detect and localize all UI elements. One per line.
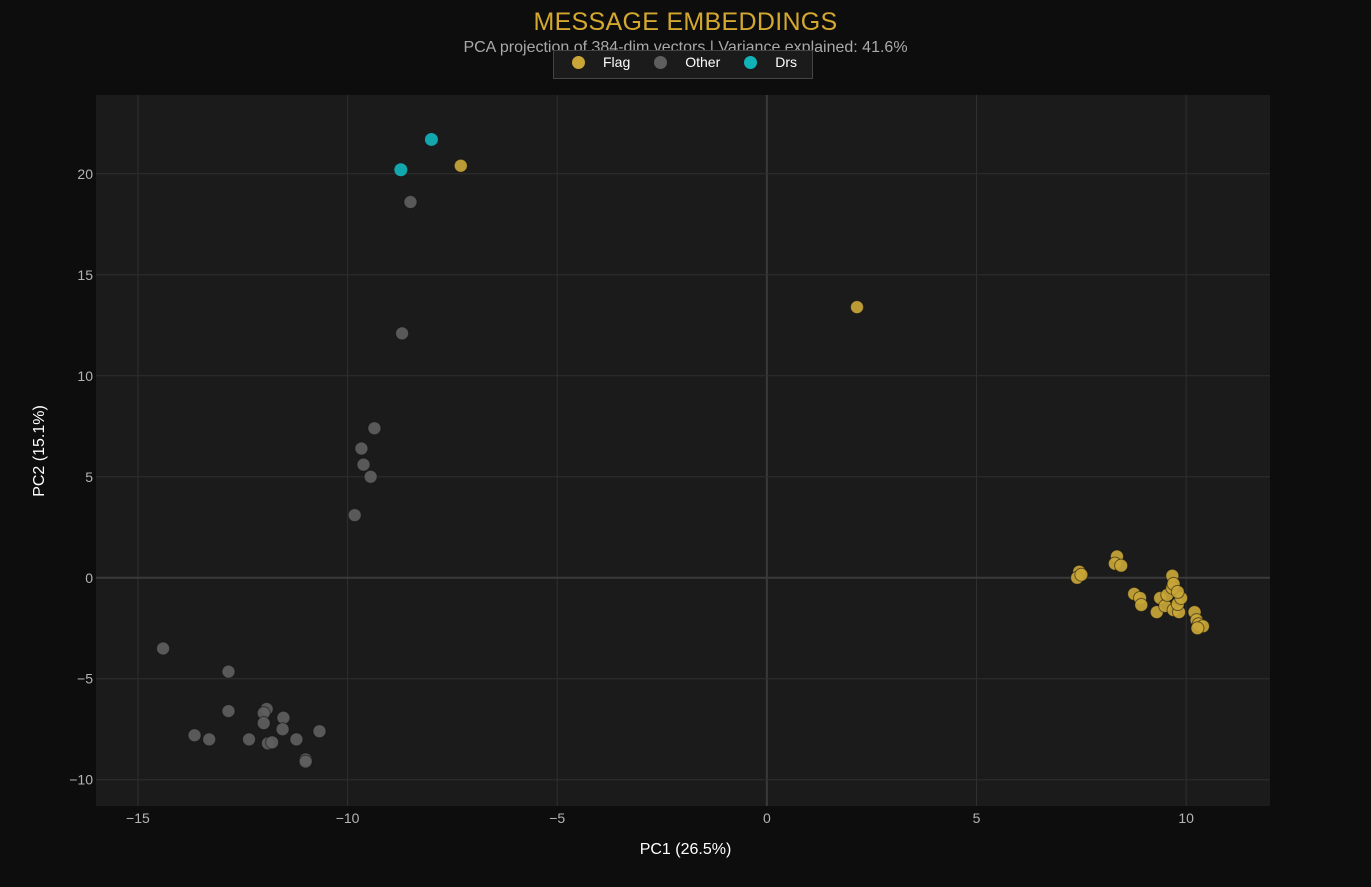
y-tick-label: 10: [77, 368, 93, 384]
data-point[interactable]: [354, 441, 369, 456]
legend-label: Flag: [603, 54, 631, 70]
data-point[interactable]: [256, 716, 271, 731]
data-point[interactable]: [1114, 558, 1129, 573]
series-other: [156, 195, 418, 769]
data-point[interactable]: [1134, 598, 1149, 613]
y-axis-ticks: −10 −5 0 5 10 15 20: [69, 166, 93, 788]
data-point[interactable]: [312, 724, 327, 739]
data-point[interactable]: [394, 163, 408, 177]
data-point[interactable]: [221, 664, 236, 679]
x-tick-label: 0: [763, 810, 771, 826]
x-tick-label: −15: [126, 810, 150, 826]
data-point[interactable]: [1170, 584, 1185, 599]
y-tick-label: 5: [85, 469, 93, 485]
data-point[interactable]: [850, 300, 865, 315]
series-flag: [453, 158, 1210, 636]
x-tick-label: −5: [549, 810, 565, 826]
series-drs: [394, 132, 438, 177]
data-point[interactable]: [156, 641, 171, 656]
data-point[interactable]: [275, 722, 290, 737]
data-point[interactable]: [298, 754, 313, 769]
x-axis-ticks: −15 −10 −5 0 5 10: [126, 810, 1194, 826]
data-point[interactable]: [363, 469, 378, 484]
data-point[interactable]: [424, 132, 438, 146]
legend-label: Other: [685, 54, 721, 70]
x-tick-label: 10: [1178, 810, 1194, 826]
data-point[interactable]: [221, 704, 236, 719]
plot-area[interactable]: [96, 95, 1270, 806]
data-point[interactable]: [187, 728, 202, 743]
data-point[interactable]: [242, 732, 257, 747]
data-points: [156, 132, 1210, 769]
data-point[interactable]: [395, 326, 410, 341]
data-point[interactable]: [367, 421, 382, 436]
x-tick-label: −10: [336, 810, 360, 826]
data-point[interactable]: [453, 158, 468, 173]
data-point[interactable]: [1074, 567, 1089, 582]
y-tick-label: 15: [77, 267, 93, 283]
y-tick-label: −10: [69, 772, 93, 788]
legend-marker-icon: [572, 55, 585, 69]
chart-title: MESSAGE EMBEDDINGS: [533, 8, 838, 36]
legend-marker-icon: [654, 55, 668, 69]
y-tick-label: 0: [85, 570, 93, 586]
y-tick-label: 20: [77, 166, 93, 182]
data-point[interactable]: [289, 732, 304, 747]
data-point[interactable]: [276, 710, 291, 725]
legend-label: Drs: [775, 54, 798, 70]
data-point[interactable]: [403, 195, 418, 210]
legend: Flag Other Drs: [553, 50, 813, 79]
x-axis-title: PC1 (26.5%): [639, 841, 732, 858]
legend-item-flag[interactable]: Flag: [572, 54, 630, 70]
data-point[interactable]: [265, 735, 280, 750]
data-point[interactable]: [202, 732, 217, 747]
x-tick-label: 5: [973, 810, 981, 826]
y-tick-label: −5: [77, 671, 93, 687]
legend-marker-icon: [744, 55, 758, 69]
data-point[interactable]: [356, 457, 371, 472]
legend-item-drs[interactable]: Drs: [744, 54, 797, 70]
data-point[interactable]: [1190, 621, 1205, 636]
y-axis-title: PC2 (15.1%): [31, 405, 48, 497]
legend-item-other[interactable]: Other: [654, 54, 720, 70]
data-point[interactable]: [347, 508, 362, 523]
